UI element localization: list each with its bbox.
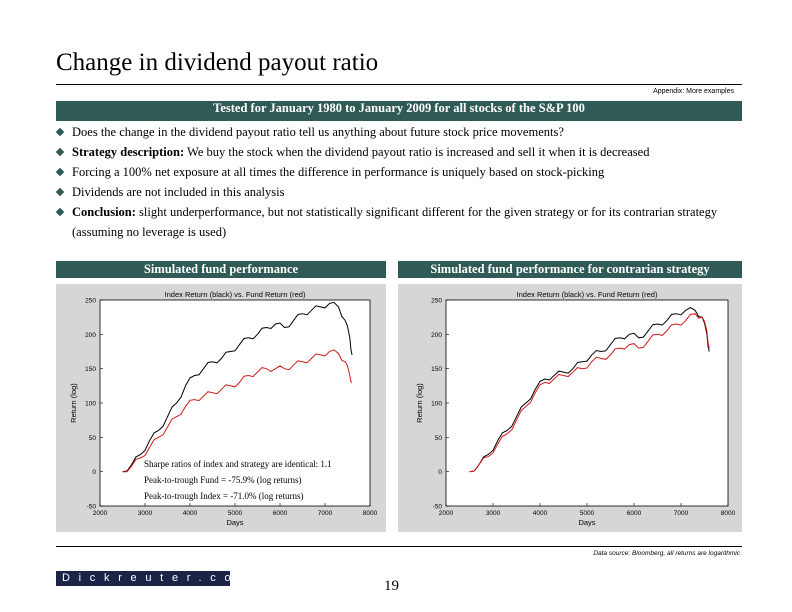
y-tick-label: 50 [435,435,443,442]
chart-left-panel: Index Return (black) vs. Fund Return (re… [56,284,386,532]
page-number: 19 [384,578,399,594]
y-tick-label: 150 [85,366,96,373]
series-line-index [122,301,353,473]
series-line-index [469,307,710,473]
test-period-banner: Tested for January 1980 to January 2009 … [56,101,742,121]
x-tick-label: 5000 [228,510,243,517]
bullet-list: Does the change in the dividend payout r… [55,122,742,242]
y-tick-label: 250 [431,298,442,305]
chart-left: Index Return (black) vs. Fund Return (re… [69,290,378,527]
x-tick-label: 3000 [138,510,153,517]
y-axis-label: Return (log) [69,383,78,423]
x-tick-label: 4000 [533,510,548,517]
diamond-bullet-icon [55,187,65,197]
x-tick-label: 2000 [439,510,454,517]
y-tick-label: 0 [438,469,442,476]
y-tick-label: 200 [85,332,96,339]
bullet-text: Does the change in the dividend payout r… [72,125,564,139]
diamond-bullet-icon [55,147,65,157]
section-header-right: Simulated fund performance for contraria… [398,261,742,278]
y-tick-label: 100 [431,401,442,408]
series-line-fund [122,349,353,473]
plot-area [99,299,371,507]
bullet-item: Conclusion: slight underperformance, but… [55,202,742,242]
x-tick-label: 6000 [273,510,288,517]
bullet-text: Dividends are not included in this analy… [72,185,285,199]
y-tick-label: 150 [431,366,442,373]
bullet-label: Conclusion: [72,205,136,219]
x-tick-label: 7000 [674,510,689,517]
chart-right-panel: Index Return (black) vs. Fund Return (re… [398,284,742,532]
diamond-bullet-icon [55,207,65,217]
y-tick-label: -50 [433,504,443,511]
x-tick-label: 4000 [183,510,198,517]
chart-title: Index Return (black) vs. Fund Return (re… [165,290,306,299]
y-tick-label: 250 [85,298,96,305]
y-axis-label: Return (log) [415,383,424,423]
x-tick-label: 2000 [93,510,108,517]
bullet-label: Strategy description: [72,145,185,159]
appendix-label: Appendix: More examples [653,88,734,95]
x-tick-label: 7000 [318,510,333,517]
bullet-text: We buy the stock when the dividend payou… [184,145,650,159]
page-title: Change in dividend payout ratio [56,49,379,76]
series-line-fund [469,313,710,473]
x-axis-label: Days [226,518,243,527]
brand-logo: Dickreuter.com [56,571,230,586]
chart-right: Index Return (black) vs. Fund Return (re… [415,290,736,527]
y-tick-label: -50 [87,504,97,511]
bullet-text: slight underperformance, but not statist… [72,205,718,239]
bullet-item: Strategy description: We buy the stock w… [55,142,742,162]
bullet-item: Dividends are not included in this analy… [55,182,742,202]
diamond-bullet-icon [55,167,65,177]
y-tick-label: 0 [92,469,96,476]
bullet-item: Forcing a 100% net exposure at all times… [55,162,742,182]
footer-divider [56,546,742,547]
x-tick-label: 8000 [363,510,378,517]
x-axis-label: Days [578,518,595,527]
plot-area [445,299,729,507]
x-tick-label: 8000 [721,510,736,517]
x-tick-label: 5000 [580,510,595,517]
fund-drawdown-note: Peak-to-trough Fund = -75.9% (log return… [144,475,302,485]
diamond-bullet-icon [55,127,65,137]
index-drawdown-note: Peak-to-trough Index = -71.0% (log retur… [144,491,304,501]
x-tick-label: 3000 [486,510,501,517]
section-header-left: Simulated fund performance [56,261,386,278]
y-tick-label: 100 [85,401,96,408]
chart-title: Index Return (black) vs. Fund Return (re… [517,290,658,299]
x-tick-label: 6000 [627,510,642,517]
y-tick-label: 200 [431,332,442,339]
bullet-item: Does the change in the dividend payout r… [55,122,742,142]
chart-annotation: Sharpe ratios of index and strategy are … [144,456,332,504]
data-source-note: Data source: Bloomberg, all returns are … [593,550,740,557]
sharpe-note: Sharpe ratios of index and strategy are … [144,459,332,469]
title-divider [56,84,742,85]
y-tick-label: 50 [89,435,97,442]
bullet-text: Forcing a 100% net exposure at all times… [72,165,605,179]
